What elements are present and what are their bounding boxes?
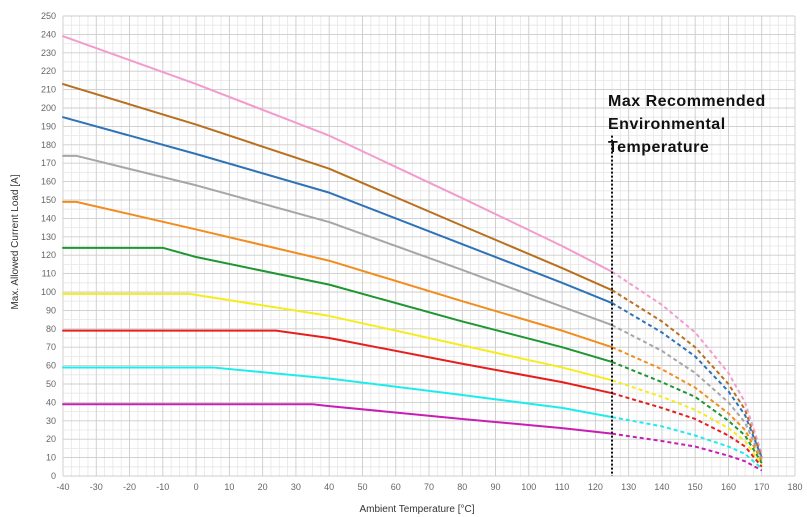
series-line-8-extrapolated [611,392,763,468]
x-axis-label: Ambient Temperature [°C] [360,504,475,515]
y-tick-label: 180 [41,140,56,150]
y-tick-label: 220 [41,66,56,76]
y-tick-label: 160 [41,177,56,187]
annotation-line-1: Max Recommended [608,93,766,110]
y-tick-label: 110 [42,269,56,279]
y-tick-label: 250 [41,11,56,21]
series-line-7-extrapolated [611,379,763,466]
series-line-3-extrapolated [611,302,763,458]
series-line-9 [62,366,613,419]
y-tick-label: 210 [41,85,56,95]
y-tick-label: 130 [41,232,56,242]
x-tick-label: -10 [156,482,169,492]
y-tick-label: 240 [41,29,56,39]
x-tick-label: -20 [123,482,136,492]
series-line-2-extrapolated [611,289,763,458]
y-axis-label: Max. Allowed Current Load [A] [10,174,21,309]
series-line-9-extrapolated [611,416,763,470]
x-tick-label: -30 [90,482,103,492]
x-tick-label: 90 [491,482,501,492]
series-line-2 [62,83,613,292]
x-tick-label: 20 [258,482,268,492]
y-tick-label: 50 [46,379,56,389]
x-tick-label: 130 [621,482,636,492]
x-tick-label: 180 [787,482,802,492]
y-tick-label: 40 [46,397,56,407]
y-tick-label: 0 [51,471,56,481]
y-tick-label: 30 [46,416,56,426]
series-line-7 [62,292,613,382]
series-line-5 [62,200,613,349]
y-tick-label: 200 [41,103,56,113]
x-tick-label: 160 [721,482,736,492]
x-tick-label: 70 [424,482,434,492]
x-tick-label: 10 [224,482,234,492]
y-tick-label: 20 [46,434,56,444]
y-tick-label: 90 [46,305,56,315]
x-tick-label: 140 [654,482,669,492]
y-tick-label: 190 [41,121,56,131]
x-tick-label: 120 [588,482,603,492]
major-grid [62,15,796,477]
y-tick-label: 10 [46,453,56,463]
x-tick-label: 50 [357,482,367,492]
y-tick-label: 170 [41,158,56,168]
x-tick-label: 0 [194,482,199,492]
series-line-8 [62,329,613,395]
y-tick-label: 80 [46,324,56,334]
x-tick-label: 110 [555,482,569,492]
x-tick-label: 60 [391,482,401,492]
x-tick-label: 80 [457,482,467,492]
series-line-6-extrapolated [611,360,763,464]
x-tick-label: 30 [291,482,301,492]
series-line-1 [62,35,613,273]
x-tick-label: 100 [521,482,536,492]
series-line-1-extrapolated [611,270,763,455]
series-line-10-extrapolated [611,432,763,472]
y-tick-label: 70 [46,342,56,352]
y-tick-label: 120 [41,250,56,260]
series-line-5-extrapolated [611,346,763,462]
series-line-10 [62,403,613,435]
x-tick-label: -40 [56,482,69,492]
series-line-3 [62,116,613,305]
x-tick-label: 40 [324,482,334,492]
series-line-4 [62,154,613,327]
y-tick-label: 140 [41,213,56,223]
y-tick-label: 230 [41,48,56,58]
y-tick-label: 100 [41,287,56,297]
y-tick-label: 60 [46,361,56,371]
y-tick-label: 150 [41,195,56,205]
x-tick-label: 170 [754,482,769,492]
series-line-6 [62,246,613,363]
annotation-line-2: Environmental [608,116,726,133]
x-tick-label: 150 [688,482,703,492]
annotation-line-3: Temperature [608,139,709,156]
series-layer [62,35,763,472]
tick-labels: -40 -30 -20 -10 0 10 20 30 40 50 60 70 80 90 100 110 120… [41,11,803,492]
